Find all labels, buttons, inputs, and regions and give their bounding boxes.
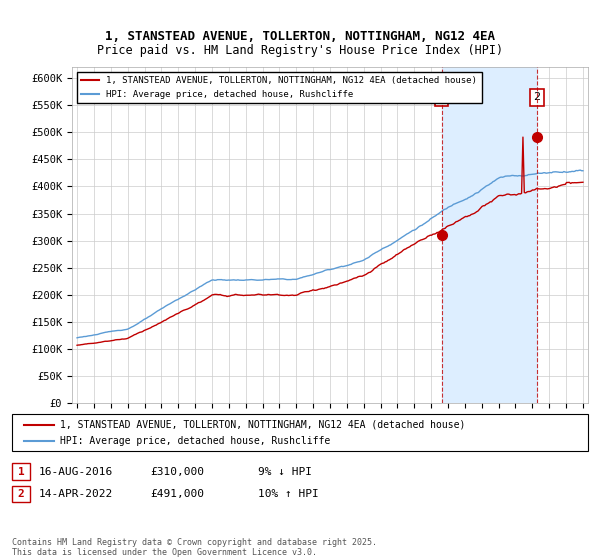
Legend: 1, STANSTEAD AVENUE, TOLLERTON, NOTTINGHAM, NG12 4EA (detached house), HPI: Aver: 1, STANSTEAD AVENUE, TOLLERTON, NOTTINGH… — [77, 72, 482, 103]
Text: £310,000: £310,000 — [150, 466, 204, 477]
Text: Price paid vs. HM Land Registry's House Price Index (HPI): Price paid vs. HM Land Registry's House … — [97, 44, 503, 57]
Text: HPI: Average price, detached house, Rushcliffe: HPI: Average price, detached house, Rush… — [60, 436, 330, 446]
Text: Contains HM Land Registry data © Crown copyright and database right 2025.
This d: Contains HM Land Registry data © Crown c… — [12, 538, 377, 557]
Bar — [442, 67, 537, 403]
Text: 1: 1 — [438, 92, 445, 102]
Text: 14-APR-2022: 14-APR-2022 — [39, 489, 113, 499]
Text: 1, STANSTEAD AVENUE, TOLLERTON, NOTTINGHAM, NG12 4EA (detached house): 1, STANSTEAD AVENUE, TOLLERTON, NOTTINGH… — [60, 419, 466, 430]
Text: £491,000: £491,000 — [150, 489, 204, 499]
Text: 1, STANSTEAD AVENUE, TOLLERTON, NOTTINGHAM, NG12 4EA: 1, STANSTEAD AVENUE, TOLLERTON, NOTTINGH… — [105, 30, 495, 43]
Text: 16-AUG-2016: 16-AUG-2016 — [39, 466, 113, 477]
Text: 1: 1 — [17, 466, 25, 477]
Text: 10% ↑ HPI: 10% ↑ HPI — [258, 489, 319, 499]
Text: 2: 2 — [533, 92, 541, 102]
Text: 2: 2 — [17, 489, 25, 499]
Text: 9% ↓ HPI: 9% ↓ HPI — [258, 466, 312, 477]
